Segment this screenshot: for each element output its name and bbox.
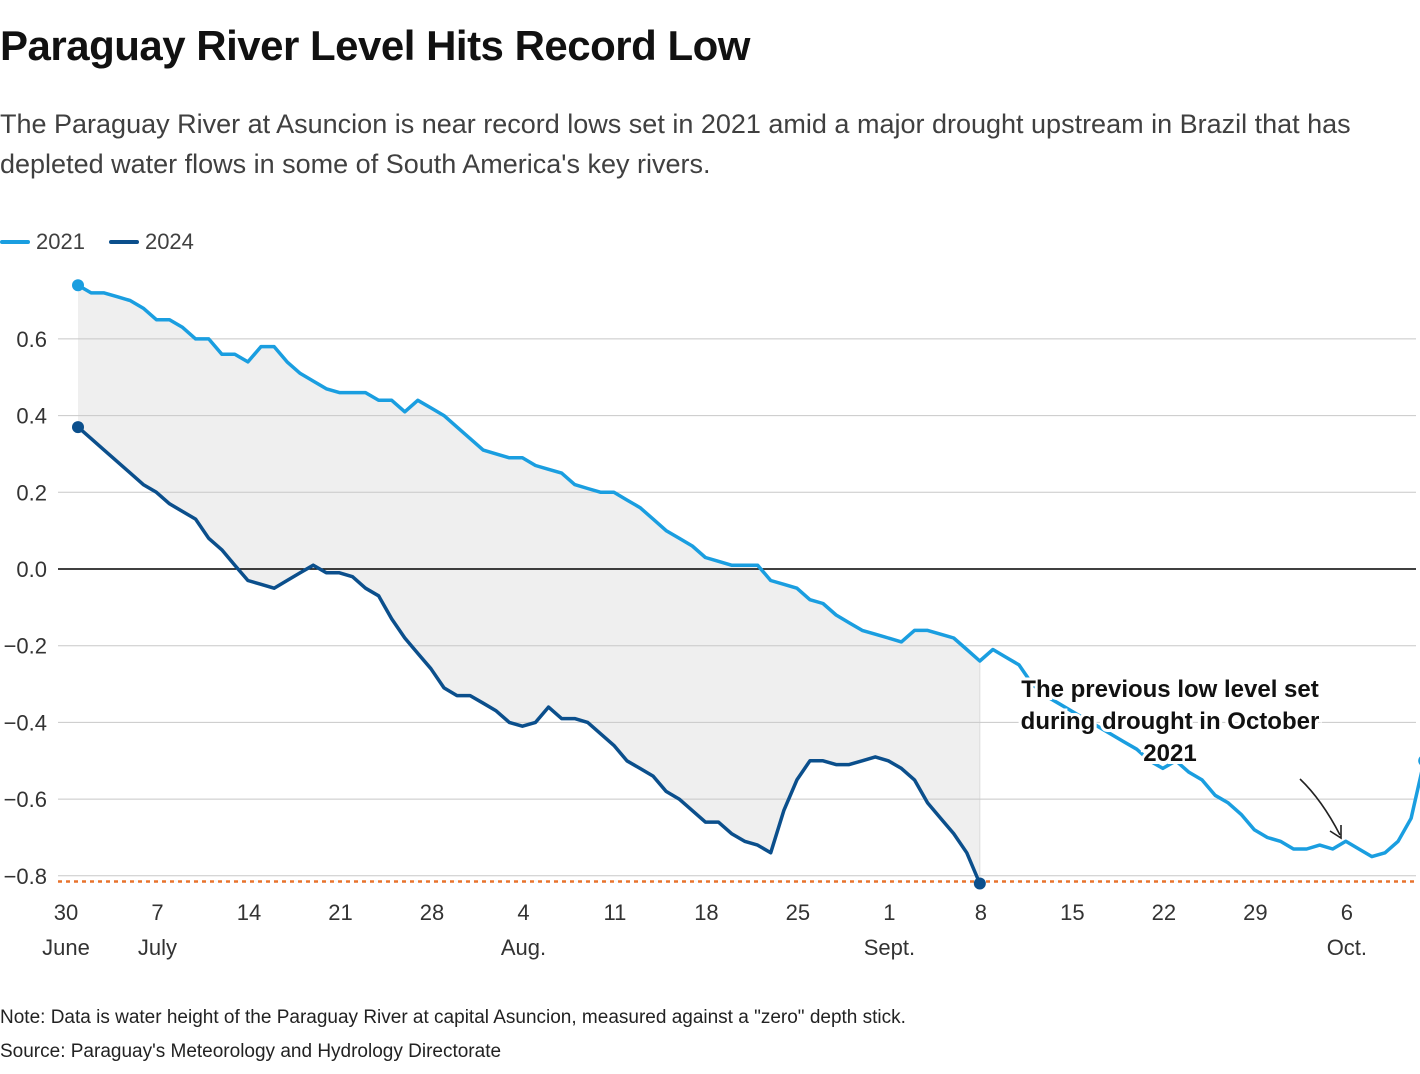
x-tick-label: 25 bbox=[786, 900, 810, 925]
y-tick-label: −0.2 bbox=[4, 634, 47, 659]
y-tick-label: −0.4 bbox=[4, 710, 47, 735]
legend-label-2021: 2021 bbox=[36, 229, 85, 254]
x-tick-sublabel: Oct. bbox=[1327, 935, 1367, 960]
annotation-arrowhead bbox=[1329, 825, 1342, 840]
annotation-text: The previous low level set bbox=[1021, 676, 1318, 703]
chart-subtitle: The Paraguay River at Asuncion is near r… bbox=[0, 109, 1351, 179]
chart-note: Note: Data is water height of the Paragu… bbox=[0, 1007, 906, 1028]
gap-shade bbox=[78, 285, 980, 884]
x-tick-label: 6 bbox=[1341, 900, 1353, 925]
y-tick-label: −0.6 bbox=[4, 787, 47, 812]
x-tick-label: 1 bbox=[883, 900, 895, 925]
x-tick-sublabel: June bbox=[42, 935, 90, 960]
annotation-text: 2021 bbox=[1143, 740, 1196, 767]
annotation-text: during drought in October bbox=[1021, 708, 1320, 735]
x-tick-label: 15 bbox=[1060, 900, 1084, 925]
x-tick-label: 8 bbox=[975, 900, 987, 925]
series-line-2021 bbox=[76, 283, 1420, 859]
legend-item-2021: 2021 bbox=[0, 229, 85, 255]
chart-title: Paraguay River Level Hits Record Low bbox=[0, 22, 750, 69]
y-tick-label: 0.6 bbox=[16, 327, 47, 352]
x-tick-label: 14 bbox=[237, 900, 261, 925]
legend-item-2024: 2024 bbox=[108, 229, 194, 255]
x-tick-label: 22 bbox=[1152, 900, 1176, 925]
legend-swatch-2024 bbox=[108, 240, 139, 244]
x-tick-label: 7 bbox=[151, 900, 163, 925]
point-2024-start bbox=[72, 421, 84, 434]
legend-label-2024: 2024 bbox=[144, 229, 194, 254]
x-tick-label: 30 bbox=[54, 900, 78, 925]
chart-source: Source: Paraguay's Meteorology and Hydro… bbox=[0, 1041, 502, 1062]
x-tick-label: 18 bbox=[694, 900, 718, 925]
y-tick-label: 0.2 bbox=[16, 480, 47, 505]
x-tick-sublabel: Sept. bbox=[864, 935, 915, 960]
x-tick-sublabel: Aug. bbox=[501, 935, 546, 960]
x-tick-label: 4 bbox=[517, 900, 529, 925]
annotation-arrow bbox=[1299, 778, 1341, 836]
line-chart: 0.6 0.4 0.2 0.0 −0.2 −0.4 −0.6 −0.8 30 June 7 July 1… bbox=[4, 279, 1420, 960]
x-tick-label: 21 bbox=[328, 900, 352, 925]
point-2024-end bbox=[973, 877, 986, 890]
x-tick-sublabel: July bbox=[138, 935, 177, 960]
y-tick-label: −0.8 bbox=[4, 864, 47, 889]
x-tick-label: 11 bbox=[604, 900, 627, 925]
y-tick-label: 0.4 bbox=[16, 404, 47, 429]
point-2021-start bbox=[72, 279, 84, 292]
legend: 2021 2024 bbox=[0, 229, 194, 255]
legend-swatch-2021 bbox=[0, 240, 30, 244]
x-tick-label: 28 bbox=[420, 900, 444, 925]
y-tick-label: 0.0 bbox=[16, 557, 47, 582]
series-line-2024 bbox=[76, 425, 982, 886]
x-tick-label: 29 bbox=[1243, 900, 1267, 925]
